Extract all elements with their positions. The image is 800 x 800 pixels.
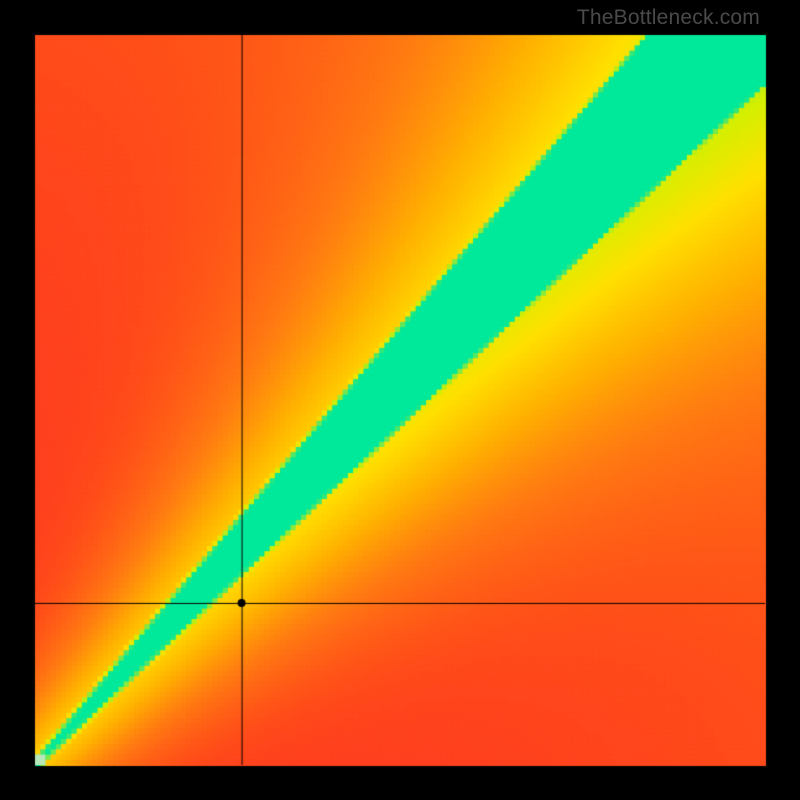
chart-container: TheBottleneck.com [0, 0, 800, 800]
heatmap-canvas [0, 0, 800, 800]
watermark-text: TheBottleneck.com [577, 6, 760, 30]
